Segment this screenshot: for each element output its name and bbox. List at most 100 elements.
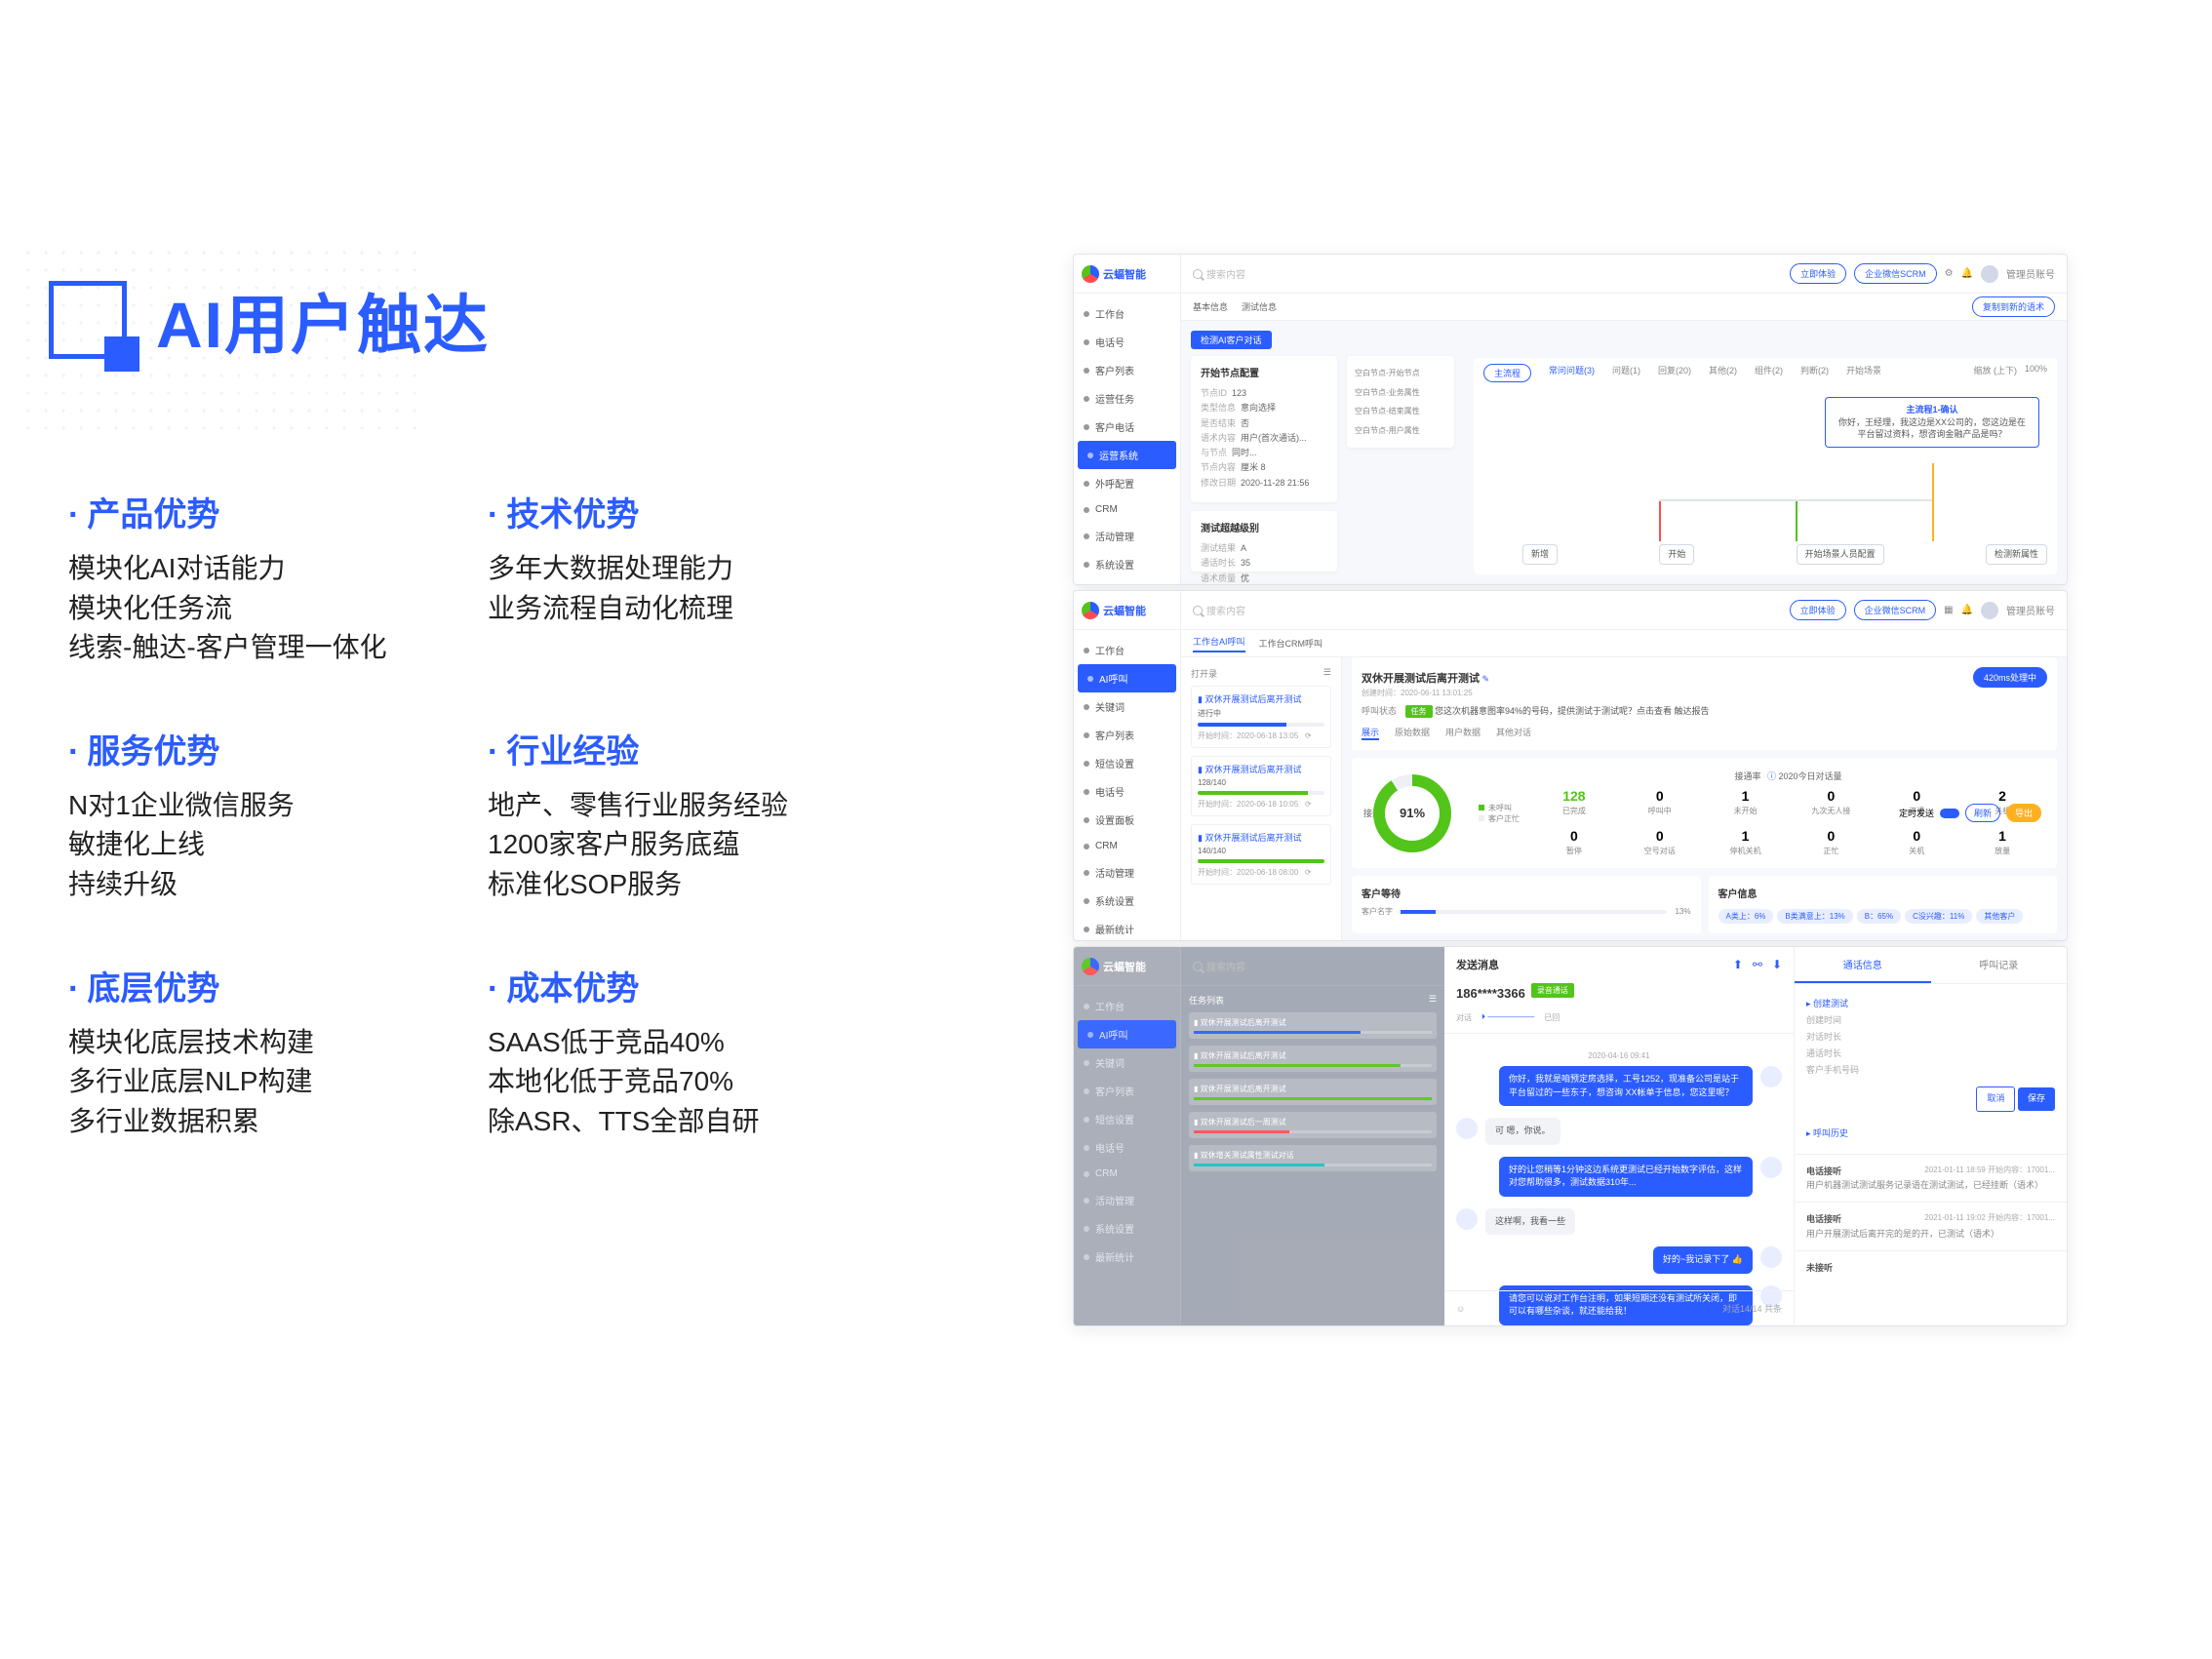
call-record[interactable]: 未接听 — [1795, 1250, 2067, 1284]
search-box[interactable]: 搜索内容 — [1193, 266, 1790, 281]
task-filter[interactable]: 打开录 — [1191, 667, 1217, 680]
sidebar-item[interactable]: 设置面板 — [1074, 806, 1180, 834]
bell-icon[interactable]: 🔔 — [1961, 605, 1973, 615]
flow-tab[interactable]: 其他(2) — [1709, 364, 1737, 382]
sidebar-item[interactable]: 客户列表 — [1074, 721, 1180, 749]
subtab[interactable]: 展示 — [1362, 726, 1379, 740]
btn-export[interactable]: 导出 — [2006, 804, 2041, 822]
link-icon[interactable]: ⚯ — [1753, 958, 1762, 971]
btn-copy-script[interactable]: 复制到新的语术 — [1972, 296, 2055, 317]
sidebar-item[interactable]: 电话号 — [1074, 777, 1180, 806]
subtab[interactable]: 测试信息 — [1242, 300, 1277, 313]
task-card[interactable]: ▮ 双休开展测试后离开测试128/140开始时间：2020-06-18 10:0… — [1191, 756, 1331, 816]
subtab[interactable]: 用户数据 — [1445, 726, 1481, 740]
flow-main-node[interactable]: 主流程1-确认 你好，王经理，我这边是XX公司的，您这边是在平台留过资料，想咨询… — [1825, 397, 2039, 448]
sidebar-item[interactable]: 客户电话 — [1074, 413, 1180, 441]
sidebar-item[interactable]: CRM — [1074, 1162, 1180, 1186]
btn-refresh[interactable]: 刷新 — [1965, 804, 2000, 822]
sidebar-item[interactable]: 系统设置 — [1074, 887, 1180, 915]
sidebar-item[interactable]: CRM — [1074, 497, 1180, 522]
sidebar-item[interactable]: 运营任务 — [1074, 384, 1180, 413]
sidebar-item[interactable]: 电话号 — [1074, 1133, 1180, 1162]
flow-tab[interactable]: 开始场景 — [1846, 364, 1881, 382]
share-icon[interactable]: ⬆ — [1733, 958, 1743, 971]
sidebar-item[interactable]: 运营系统 — [1078, 441, 1176, 469]
tab[interactable]: 工作台AI呼叫 — [1193, 635, 1245, 652]
btn-try-now[interactable]: 立即体验 — [1790, 263, 1846, 284]
btn-cancel[interactable]: 取消 — [1976, 1086, 2015, 1111]
tab[interactable]: 工作台CRM呼叫 — [1259, 637, 1323, 650]
sidebar-item[interactable]: 活动管理 — [1074, 1186, 1180, 1214]
side-tab[interactable]: 呼叫记录 — [1931, 947, 2068, 983]
sidebar-item[interactable]: 工作台 — [1074, 299, 1180, 328]
topbar: 搜索内容 立即体验 企业微信SCRM ▦ 🔔 管理员账号 — [1181, 591, 2067, 630]
sidebar-item[interactable]: 系统设置 — [1074, 550, 1180, 578]
btn-scrm[interactable]: 企业微信SCRM — [1854, 600, 1937, 620]
sidebar-item[interactable]: 最新统计 — [1074, 915, 1180, 941]
flow-tab[interactable]: 常问问题(3) — [1549, 364, 1595, 382]
call-record[interactable]: 电话接听2021-01-11 19:02 开始内容：17001...用户开展测试… — [1795, 1202, 2067, 1250]
edit-icon[interactable]: ✎ — [1482, 674, 1490, 684]
dim-task-card[interactable]: ▮ 双休开展测试后离开测试 — [1189, 1046, 1437, 1072]
dim-task-card[interactable]: ▮ 双休开展测试后离开测试 — [1189, 1079, 1437, 1105]
flow-tab[interactable]: 问题(1) — [1612, 364, 1640, 382]
info-icon[interactable]: ⓘ — [1767, 771, 1776, 781]
filter-icon[interactable]: ☰ — [1323, 667, 1331, 680]
advantage-section: ·成本优势SAAS低于竞品40%本地化低于竞品70%除ASR、TTS全部自研 — [488, 962, 878, 1142]
search-box[interactable]: 搜索内容 — [1193, 959, 1433, 973]
flow-child-node[interactable]: 开始 — [1659, 544, 1694, 565]
sidebar-item[interactable]: 短信设置 — [1074, 749, 1180, 777]
btn-processing[interactable]: 420ms处理中 — [1973, 667, 2047, 688]
side-tab[interactable]: 通话信息 — [1795, 947, 1931, 983]
flow-child-node[interactable]: 新增 — [1522, 544, 1558, 565]
download-icon[interactable]: ⬇ — [1772, 958, 1782, 971]
subtab[interactable]: 基本信息 — [1193, 300, 1228, 313]
sidebar-item[interactable]: 客户列表 — [1074, 356, 1180, 384]
sidebar-item[interactable]: 短信设置 — [1074, 1105, 1180, 1133]
flow-tab[interactable]: 主流程 — [1483, 364, 1531, 382]
sidebar-item[interactable]: 电话号 — [1074, 328, 1180, 356]
message-bubble: 好的~我记录下了 👍 — [1653, 1246, 1753, 1274]
call-record[interactable]: 电话接听2021-01-11 18:59 开始内容：17001...用户机器测试… — [1795, 1154, 2067, 1203]
flow-child-node[interactable]: 开始场景人员配置 — [1797, 544, 1884, 565]
flow-child-node[interactable]: 检测新属性 — [1986, 544, 2047, 565]
zoom-value[interactable]: 100% — [2025, 364, 2047, 376]
emoji-icon[interactable]: ☺ — [1456, 1304, 1465, 1314]
task-card[interactable]: ▮ 双休开展测试后离开测试140/140开始时间：2020-06-18 08:0… — [1191, 824, 1331, 885]
sidebar-item[interactable]: AI呼叫 — [1078, 664, 1176, 692]
sidebar-item[interactable]: 外呼配置 — [1074, 469, 1180, 497]
sidebar-item[interactable]: 系统设置 — [1074, 1214, 1180, 1243]
sidebar-item[interactable]: 活动管理 — [1074, 858, 1180, 887]
flow-tab[interactable]: 回复(20) — [1658, 364, 1691, 382]
sidebar-item[interactable]: 工作台 — [1074, 992, 1180, 1020]
avatar[interactable] — [1981, 265, 1998, 283]
flow-tab[interactable]: 组件(2) — [1755, 364, 1783, 382]
sidebar-item[interactable]: 销售面板 — [1074, 578, 1180, 585]
task-card[interactable]: ▮ 双休开展测试后离开测试进行中开始时间：2020-06-18 13:05 ⟳ — [1191, 686, 1331, 748]
flow-tab[interactable]: 判断(2) — [1800, 364, 1829, 382]
toggle-switch[interactable] — [1940, 809, 1959, 818]
btn-scrm[interactable]: 企业微信SCRM — [1854, 263, 1937, 284]
chat-input-bar[interactable]: ☺ 对话14/14 共条 — [1444, 1290, 1794, 1325]
dim-task-card[interactable]: ▮ 双休增关测试属性测试对话 — [1189, 1145, 1437, 1171]
avatar[interactable] — [1981, 602, 1998, 619]
sidebar-item[interactable]: 活动管理 — [1074, 522, 1180, 550]
btn-try-now[interactable]: 立即体验 — [1790, 600, 1846, 620]
dim-task-card[interactable]: ▮ 双休开展测试后离开测试 — [1189, 1012, 1437, 1039]
sidebar-item[interactable]: 最新统计 — [1074, 1243, 1180, 1271]
btn-save[interactable]: 保存 — [2018, 1087, 2055, 1110]
subtab[interactable]: 其他对话 — [1496, 726, 1531, 740]
grid-icon[interactable]: ▦ — [1944, 605, 1953, 615]
notification-icon[interactable]: 🔔 — [1961, 268, 1973, 279]
sidebar-item[interactable]: CRM — [1074, 834, 1180, 858]
sidebar-item[interactable]: 关键词 — [1074, 692, 1180, 721]
subtab[interactable]: 原始数据 — [1395, 726, 1430, 740]
search-box[interactable]: 搜索内容 — [1193, 603, 1790, 617]
sidebar-item[interactable]: 客户列表 — [1074, 1077, 1180, 1105]
sidebar-item[interactable]: 关键词 — [1074, 1048, 1180, 1077]
dim-task-card[interactable]: ▮ 双休开展测试后一周测试 — [1189, 1112, 1437, 1138]
settings-icon[interactable]: ⚙ — [1945, 268, 1954, 279]
flow-canvas[interactable]: 主流程 常问问题(3) 问题(1) 回复(20) 其他(2) 组件(2) 判断(… — [1474, 358, 2057, 574]
sidebar-item[interactable]: 工作台 — [1074, 636, 1180, 664]
sidebar-item[interactable]: AI呼叫 — [1078, 1020, 1176, 1048]
